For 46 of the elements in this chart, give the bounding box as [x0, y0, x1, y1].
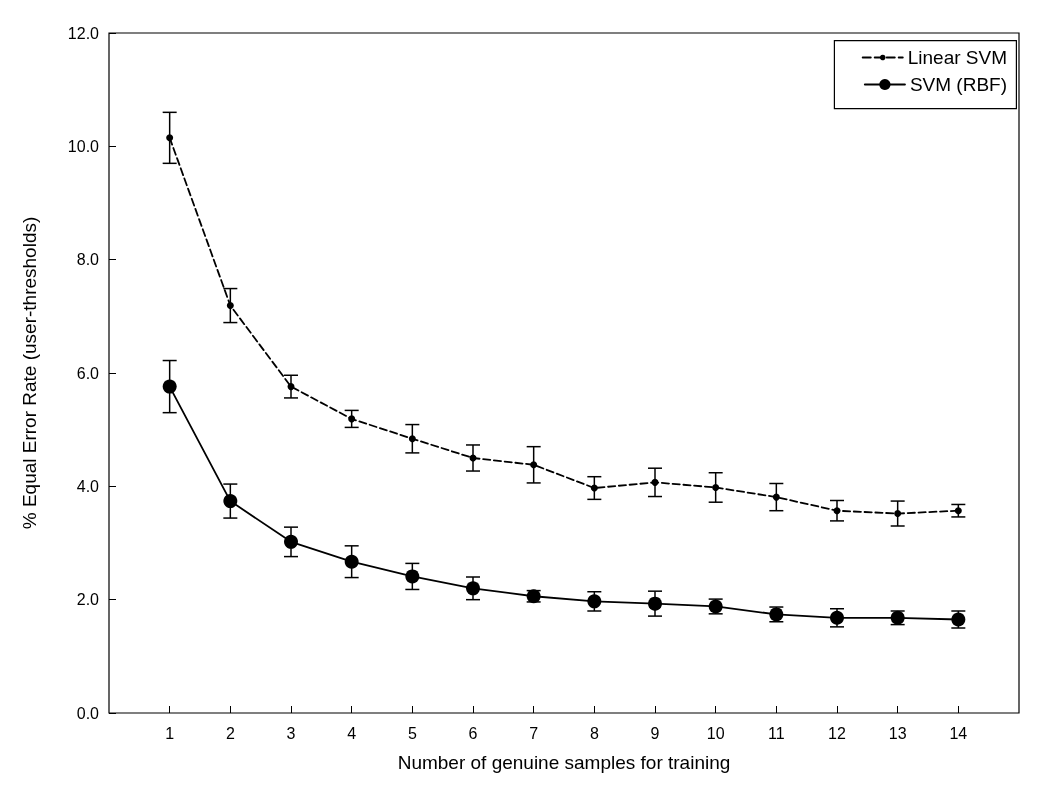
point — [162, 379, 177, 394]
legend-label: Linear SVM — [907, 47, 1008, 68]
point — [954, 507, 962, 515]
point — [530, 461, 538, 469]
y-tick-label: 2.0 — [76, 591, 100, 609]
point — [408, 435, 416, 443]
point — [772, 493, 780, 501]
point — [348, 415, 356, 423]
point — [833, 507, 841, 515]
point — [466, 581, 480, 596]
y-tick-label: 12.0 — [67, 24, 100, 42]
y-tick-label: 10.0 — [67, 137, 100, 155]
x-tick-label: 4 — [347, 724, 357, 742]
point — [284, 534, 298, 549]
point — [223, 494, 238, 509]
point — [587, 594, 602, 609]
x-tick-label: 2 — [225, 724, 235, 742]
x-axis-title: Number of genuine samples for training — [397, 752, 731, 773]
x-tick-label: 10 — [706, 724, 725, 742]
point — [712, 483, 720, 491]
x-tick-label: 9 — [650, 724, 660, 742]
x-tick-label: 5 — [407, 724, 417, 742]
point — [894, 510, 902, 518]
x-tick-label: 6 — [468, 724, 478, 742]
y-tick-label: 0.0 — [76, 704, 100, 722]
x-tick-label: 7 — [529, 724, 539, 742]
x-tick-label: 13 — [888, 724, 907, 742]
x-tick-label: 1 — [165, 724, 175, 742]
point — [344, 554, 359, 569]
y-tick-label: 6.0 — [76, 364, 100, 382]
point — [226, 302, 234, 310]
y-tick-label: 8.0 — [76, 251, 100, 269]
x-tick-label: 12 — [828, 724, 846, 742]
legend-label: SVM (RBF) — [909, 74, 1007, 95]
point — [166, 134, 174, 142]
point — [287, 383, 295, 391]
y-axis-title: % Equal Error Rate (user-thresholds) — [19, 216, 40, 530]
x-tick-label: 8 — [589, 724, 599, 742]
x-tick-label: 3 — [286, 724, 296, 742]
point — [648, 596, 662, 611]
x-tick-label: 11 — [768, 724, 785, 742]
point — [405, 569, 420, 584]
y-tick-label: 4.0 — [76, 477, 100, 495]
point — [651, 478, 659, 486]
x-tick-label: 14 — [949, 724, 968, 742]
point — [590, 484, 598, 492]
